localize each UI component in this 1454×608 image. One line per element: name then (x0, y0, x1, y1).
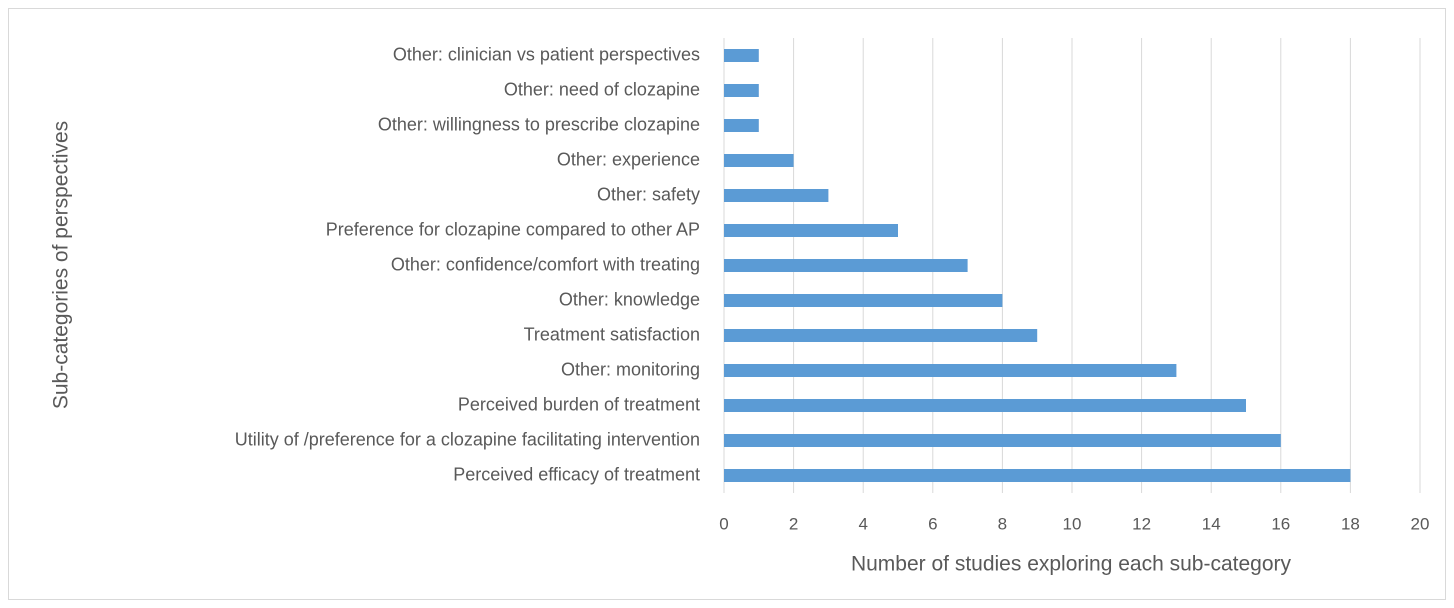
bar (724, 329, 1038, 342)
bar (724, 259, 968, 272)
y-tick-label: Other: safety (597, 184, 700, 204)
bar (724, 469, 1351, 482)
y-tick-label: Other: confidence/comfort with treating (391, 254, 700, 274)
x-tick-label: 12 (1132, 514, 1151, 533)
y-tick-label: Perceived efficacy of treatment (453, 464, 700, 484)
x-tick-label: 18 (1341, 514, 1360, 533)
bar (724, 49, 759, 62)
x-tick-label: 16 (1271, 514, 1290, 533)
bar (724, 84, 759, 97)
y-tick-label: Preference for clozapine compared to oth… (326, 219, 700, 239)
bar (724, 434, 1281, 447)
x-tick-label: 20 (1411, 514, 1430, 533)
bar (724, 119, 759, 132)
bar (724, 154, 794, 167)
y-tick-label: Other: knowledge (559, 289, 700, 309)
y-tick-label: Other: need of clozapine (504, 79, 700, 99)
bar (724, 399, 1246, 412)
x-tick-label: 0 (719, 514, 728, 533)
x-tick-label: 8 (998, 514, 1007, 533)
x-tick-label: 10 (1063, 514, 1082, 533)
y-tick-label: Utility of /preference for a clozapine f… (235, 429, 700, 449)
bar (724, 294, 1003, 307)
x-axis-title: Number of studies exploring each sub-cat… (851, 553, 1292, 576)
bar (724, 364, 1177, 377)
y-tick-label: Other: willingness to prescribe clozapin… (378, 114, 700, 134)
bar (724, 189, 829, 202)
y-tick-label: Perceived burden of treatment (458, 394, 700, 414)
y-axis-title: Sub-categories of perspectives (50, 121, 73, 409)
bar (724, 224, 898, 237)
x-tick-label: 6 (928, 514, 937, 533)
x-tick-label: 4 (858, 514, 867, 533)
y-tick-label: Other: clinician vs patient perspectives (393, 44, 700, 64)
x-tick-label: 2 (789, 514, 798, 533)
y-tick-label: Other: monitoring (561, 359, 700, 379)
y-tick-label: Other: experience (557, 149, 700, 169)
x-tick-label: 14 (1202, 514, 1221, 533)
y-tick-label: Treatment satisfaction (524, 324, 700, 344)
